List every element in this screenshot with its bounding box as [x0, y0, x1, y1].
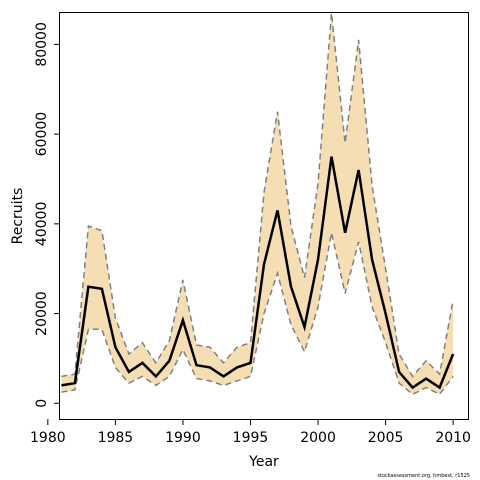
- x-tick-label: 2010: [435, 430, 471, 446]
- y-tick-label: 80000: [34, 22, 50, 67]
- confidence-band: [61, 13, 454, 395]
- x-tick-label: 2000: [300, 430, 336, 446]
- y-tick-label: 20000: [34, 291, 50, 336]
- estimate-line: [61, 156, 455, 390]
- x-axis-title: Year: [248, 454, 279, 470]
- x-tick-label: 1990: [165, 430, 201, 446]
- y-axis-title: Recruits: [10, 188, 26, 245]
- series-lines-layer: [61, 12, 455, 396]
- y-tick-label: 0: [34, 399, 50, 408]
- y-axis: 0 20000 40000 60000 80000: [34, 22, 60, 408]
- confidence-band-layer: [61, 13, 454, 395]
- upper-bound-line: [61, 12, 454, 378]
- x-axis: 1980 1985 1990 1995 2000 2005 2010: [30, 419, 471, 446]
- source-footnote: stockassessment.org, hmbest, r1525: [377, 473, 470, 479]
- y-tick-label: 60000: [34, 112, 50, 157]
- x-tick-label: 1995: [233, 430, 269, 446]
- y-tick-label: 40000: [34, 202, 50, 247]
- x-tick-label: 2005: [368, 430, 404, 446]
- x-tick-label: 1980: [30, 430, 66, 446]
- plot-frame: [59, 12, 469, 420]
- x-tick-label: 1985: [98, 430, 134, 446]
